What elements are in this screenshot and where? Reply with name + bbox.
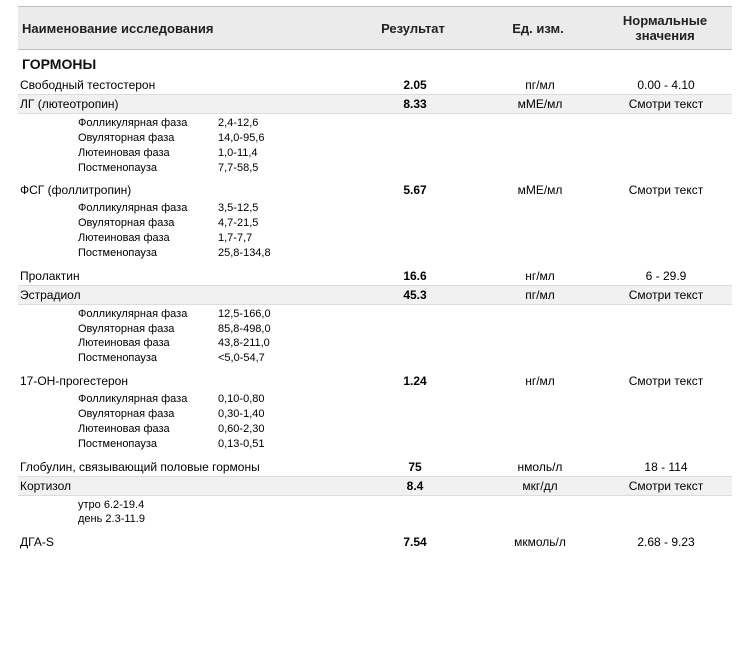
ref-label: Лютеиновая фаза [78, 336, 218, 351]
test-name: Глобулин, связывающий половые гормоны [18, 460, 350, 474]
test-norm: Смотри текст [600, 183, 732, 197]
test-unit: нг/мл [480, 374, 600, 388]
ref-line: день 2.3-11.9 [78, 512, 732, 527]
test-norm: Смотри текст [600, 97, 732, 111]
ref-label: Фолликулярная фаза [78, 116, 218, 131]
test-norm: 18 - 114 [600, 460, 732, 474]
test-result: 45.3 [350, 288, 480, 302]
table-row: Эстрадиол 45.3 пг/мл Смотри текст [18, 285, 732, 305]
test-name: Эстрадиол [18, 288, 350, 302]
ref-range: 0,60-2,30 [218, 422, 338, 437]
ref-range: 4,7-21,5 [218, 216, 338, 231]
test-unit: мкмоль/л [480, 535, 600, 549]
test-result: 75 [350, 460, 480, 474]
ref-range: 0,13-0,51 [218, 437, 338, 452]
test-unit: мМЕ/мл [480, 97, 600, 111]
test-name: 17-ОН-прогестерон [18, 374, 350, 388]
table-row: Глобулин, связывающий половые гормоны 75… [18, 458, 732, 476]
ref-label: Фолликулярная фаза [78, 201, 218, 216]
ref-range: 85,8-498,0 [218, 322, 338, 337]
ref-label: Лютеиновая фаза [78, 231, 218, 246]
ref-range: <5,0-54,7 [218, 351, 338, 366]
reference-ranges: Фолликулярная фаза0,10-0,80 Овуляторная … [18, 390, 732, 457]
test-unit: пг/мл [480, 288, 600, 302]
table-row: ФСГ (фоллитропин) 5.67 мМЕ/мл Смотри тек… [18, 181, 732, 199]
ref-label: Постменопауза [78, 246, 218, 261]
reference-ranges: утро 6.2-19.4 день 2.3-11.9 [18, 496, 732, 534]
test-norm: Смотри текст [600, 374, 732, 388]
ref-range: 12,5-166,0 [218, 307, 338, 322]
ref-label: Постменопауза [78, 437, 218, 452]
ref-range: 3,5-12,5 [218, 201, 338, 216]
ref-label: Постменопауза [78, 161, 218, 176]
ref-range: 14,0-95,6 [218, 131, 338, 146]
test-result: 8.33 [350, 97, 480, 111]
ref-range: 2,4-12,6 [218, 116, 338, 131]
table-row: 17-ОН-прогестерон 1.24 нг/мл Смотри текс… [18, 372, 732, 390]
ref-label: Фолликулярная фаза [78, 392, 218, 407]
ref-range: 7,7-58,5 [218, 161, 338, 176]
ref-label: Лютеиновая фаза [78, 146, 218, 161]
ref-label: Овуляторная фаза [78, 216, 218, 231]
test-result: 1.24 [350, 374, 480, 388]
table-row: Кортизол 8.4 мкг/дл Смотри текст [18, 476, 732, 496]
test-unit: нг/мл [480, 269, 600, 283]
ref-line: утро 6.2-19.4 [78, 498, 732, 513]
test-name: Пролактин [18, 269, 350, 283]
test-name: Кортизол [18, 479, 350, 493]
test-result: 5.67 [350, 183, 480, 197]
ref-label: Овуляторная фаза [78, 407, 218, 422]
lab-report: Наименование исследования Результат Ед. … [0, 0, 750, 551]
table-header: Наименование исследования Результат Ед. … [18, 6, 732, 50]
table-row: ЛГ (лютеотропин) 8.33 мМЕ/мл Смотри текс… [18, 94, 732, 114]
test-norm: 0.00 - 4.10 [600, 78, 732, 92]
test-result: 2.05 [350, 78, 480, 92]
header-result: Результат [348, 15, 478, 42]
ref-range: 0,30-1,40 [218, 407, 338, 422]
ref-range: 1,7-7,7 [218, 231, 338, 246]
test-unit: пг/мл [480, 78, 600, 92]
header-name: Наименование исследования [18, 15, 348, 42]
ref-range: 1,0-11,4 [218, 146, 338, 161]
reference-ranges: Фолликулярная фаза3,5-12,5 Овуляторная ф… [18, 199, 732, 266]
test-name: ФСГ (фоллитропин) [18, 183, 350, 197]
table-row: Свободный тестостерон 2.05 пг/мл 0.00 - … [18, 76, 732, 94]
ref-label: Лютеиновая фаза [78, 422, 218, 437]
header-norm: Нормальные значения [598, 7, 732, 49]
ref-label: Овуляторная фаза [78, 131, 218, 146]
table-row: Пролактин 16.6 нг/мл 6 - 29.9 [18, 267, 732, 285]
test-norm: Смотри текст [600, 479, 732, 493]
test-name: Свободный тестостерон [18, 78, 350, 92]
section-hormones: ГОРМОНЫ [18, 50, 732, 76]
header-unit: Ед. изм. [478, 15, 598, 42]
test-unit: мМЕ/мл [480, 183, 600, 197]
test-result: 16.6 [350, 269, 480, 283]
ref-range: 43,8-211,0 [218, 336, 338, 351]
test-norm: Смотри текст [600, 288, 732, 302]
test-unit: нмоль/л [480, 460, 600, 474]
ref-range: 25,8-134,8 [218, 246, 338, 261]
ref-range: 0,10-0,80 [218, 392, 338, 407]
test-name: ДГА-S [18, 535, 350, 549]
test-result: 7.54 [350, 535, 480, 549]
reference-ranges: Фолликулярная фаза2,4-12,6 Овуляторная ф… [18, 114, 732, 181]
test-norm: 6 - 29.9 [600, 269, 732, 283]
test-unit: мкг/дл [480, 479, 600, 493]
test-name: ЛГ (лютеотропин) [18, 97, 350, 111]
test-result: 8.4 [350, 479, 480, 493]
test-norm: 2.68 - 9.23 [600, 535, 732, 549]
ref-label: Овуляторная фаза [78, 322, 218, 337]
table-row: ДГА-S 7.54 мкмоль/л 2.68 - 9.23 [18, 533, 732, 551]
ref-label: Постменопауза [78, 351, 218, 366]
reference-ranges: Фолликулярная фаза12,5-166,0 Овуляторная… [18, 305, 732, 372]
ref-label: Фолликулярная фаза [78, 307, 218, 322]
